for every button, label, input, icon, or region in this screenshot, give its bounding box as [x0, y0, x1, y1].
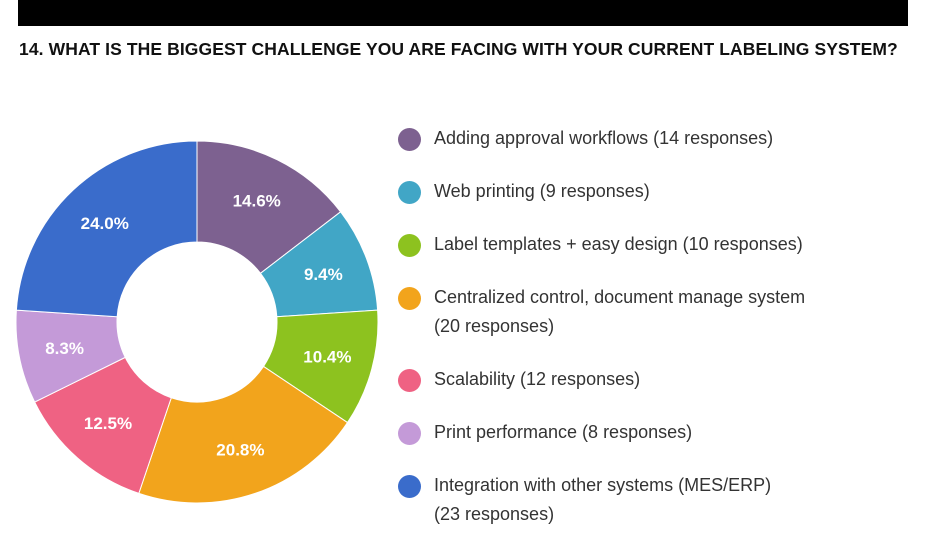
slice-percent-label: 10.4%: [303, 347, 351, 366]
slice-percent-label: 8.3%: [45, 339, 84, 358]
legend-label: Label templates + easy design (10 respon…: [434, 234, 803, 254]
legend-label: (20 responses): [434, 316, 555, 336]
legend-label: Print performance (8 responses): [434, 422, 693, 442]
legend-swatch: [398, 181, 421, 204]
legend-item: Scalability (12 responses): [398, 365, 898, 394]
legend-label: Web printing (9 responses): [434, 181, 650, 201]
legend-swatch: [398, 422, 421, 445]
slice-percent-label: 20.8%: [216, 440, 264, 459]
legend-label: Scalability (12 responses): [434, 369, 641, 389]
legend-swatch: [398, 287, 421, 310]
legend-label: Integration with other systems (MES/ERP): [434, 475, 772, 495]
legend-label: Adding approval workflows (14 responses): [434, 128, 774, 148]
legend-item: Label templates + easy design (10 respon…: [398, 230, 898, 259]
slice-percent-label: 14.6%: [233, 191, 281, 210]
legend-swatch: [398, 475, 421, 498]
slice-percent-label: 9.4%: [304, 265, 343, 284]
slice-percent-label: 24.0%: [81, 214, 129, 233]
legend-item: Print performance (8 responses): [398, 418, 898, 447]
chart-legend: Adding approval workflows (14 responses)…: [398, 124, 898, 553]
legend-label: (23 responses): [434, 504, 555, 524]
donut-slice: [196, 140, 342, 274]
legend-item: Web printing (9 responses): [398, 177, 898, 206]
donut-slice: [138, 365, 349, 504]
legend-swatch: [398, 234, 421, 257]
legend-item: Adding approval workflows (14 responses): [398, 124, 898, 153]
legend-swatch: [398, 128, 421, 151]
legend-item: Integration with other systems (MES/ERP)…: [398, 471, 898, 529]
legend-swatch: [398, 369, 421, 392]
header-bar: [18, 0, 908, 26]
legend-item: Centralized control, document manage sys…: [398, 283, 898, 341]
chart-title: 14. WHAT IS THE BIGGEST CHALLENGE YOU AR…: [19, 39, 898, 59]
slice-percent-label: 12.5%: [84, 414, 132, 433]
legend-label: Centralized control, document manage sys…: [434, 287, 806, 307]
donut-slice: [15, 140, 198, 318]
